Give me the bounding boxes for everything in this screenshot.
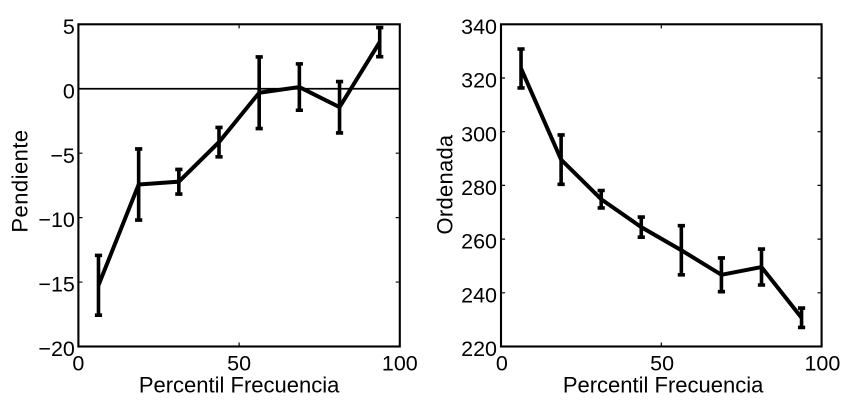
svg-text:0: 0 xyxy=(72,351,84,375)
svg-text:340: 340 xyxy=(461,15,497,39)
svg-text:50: 50 xyxy=(227,351,251,375)
svg-text:−20: −20 xyxy=(38,337,75,361)
svg-text:Percentil Frecuencia: Percentil Frecuencia xyxy=(139,373,340,398)
svg-text:260: 260 xyxy=(461,230,497,254)
svg-text:−15: −15 xyxy=(38,273,75,297)
svg-text:−5: −5 xyxy=(50,144,75,168)
svg-text:100: 100 xyxy=(382,351,418,375)
svg-text:0: 0 xyxy=(496,351,508,375)
svg-text:0: 0 xyxy=(63,79,75,103)
svg-text:100: 100 xyxy=(804,351,840,375)
svg-text:Percentil Frecuencia: Percentil Frecuencia xyxy=(563,373,764,398)
svg-text:Ordenada: Ordenada xyxy=(433,134,458,234)
svg-text:5: 5 xyxy=(63,15,75,39)
svg-text:240: 240 xyxy=(461,283,497,307)
svg-text:50: 50 xyxy=(650,351,674,375)
svg-text:280: 280 xyxy=(461,176,497,200)
svg-text:300: 300 xyxy=(461,122,497,146)
svg-text:Pendiente: Pendiente xyxy=(8,129,33,232)
svg-text:320: 320 xyxy=(461,69,497,93)
svg-text:−10: −10 xyxy=(38,208,75,232)
svg-text:220: 220 xyxy=(461,337,497,361)
